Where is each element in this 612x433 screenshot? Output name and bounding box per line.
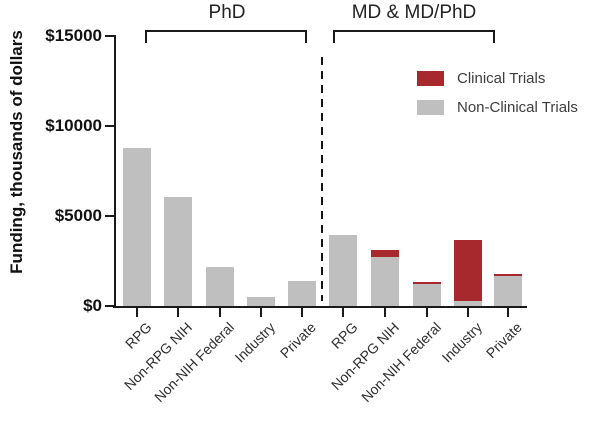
x-axis-line	[113, 306, 527, 308]
y-tick-label: $0	[83, 296, 102, 315]
y-axis-title: Funding, thousands of dollars	[7, 30, 26, 274]
x-category-label: Industry	[231, 319, 279, 366]
y-axis-line	[114, 35, 116, 308]
bar-non-clinical-mdmdphd-non-nih-federal	[413, 284, 441, 306]
bar-non-clinical-mdmdphd-non-rpg-nih	[371, 257, 399, 306]
y-tick	[105, 125, 114, 127]
x-category-label: Non-NIH Federal	[358, 319, 445, 406]
x-tick	[177, 308, 179, 317]
bar-non-clinical-mdmdphd-private	[494, 276, 522, 306]
bar-non-clinical-phd-non-rpg-nih	[164, 197, 192, 306]
bar-non-clinical-mdmdphd-industry	[454, 301, 482, 306]
y-tick-label: $10000	[45, 116, 102, 135]
x-tick	[467, 308, 469, 317]
y-tick	[105, 305, 114, 307]
x-category-label: Private	[483, 319, 526, 362]
x-tick	[136, 308, 138, 317]
md-group-label: MD & MD/PhD	[351, 2, 477, 23]
y-tick-label: $15000	[45, 26, 102, 45]
x-tick	[342, 308, 344, 317]
bar-clinical-mdmdphd-non-nih-federal	[413, 282, 441, 284]
non-clinical-trials-label: Non-Clinical Trials	[457, 99, 578, 116]
legend-item-clinical: Clinical Trials	[417, 71, 578, 86]
bar-non-clinical-mdmdphd-rpg	[329, 235, 357, 306]
legend: Clinical Trials Non-Clinical Trials	[417, 71, 578, 129]
md-group-bracket	[333, 30, 495, 44]
bar-non-clinical-phd-rpg	[123, 148, 151, 306]
phd-group-bracket	[145, 30, 307, 44]
phd-group-label: PhD	[208, 2, 246, 23]
x-tick	[507, 308, 509, 317]
x-category-label: Industry	[438, 319, 486, 366]
bar-non-clinical-phd-industry	[247, 297, 275, 306]
non-clinical-trials-swatch	[417, 100, 444, 115]
x-tick	[301, 308, 303, 317]
x-category-label: RPG	[121, 319, 155, 352]
bar-non-clinical-phd-private	[288, 281, 316, 306]
x-tick	[426, 308, 428, 317]
y-tick	[105, 35, 114, 37]
y-tick	[105, 215, 114, 217]
bar-clinical-mdmdphd-industry	[454, 240, 482, 301]
x-tick	[219, 308, 221, 317]
group-separator-dashed-line	[321, 57, 323, 301]
x-category-label: RPG	[327, 319, 361, 352]
x-tick	[260, 308, 262, 317]
x-category-label: Private	[277, 319, 320, 362]
x-tick	[384, 308, 386, 317]
y-tick-label: $5000	[54, 206, 102, 225]
bar-non-clinical-phd-non-nih-federal	[206, 267, 234, 306]
clinical-trials-label: Clinical Trials	[457, 70, 546, 87]
x-category-label: Non-NIH Federal	[151, 319, 238, 406]
bar-clinical-mdmdphd-private	[494, 274, 522, 276]
bar-clinical-mdmdphd-non-rpg-nih	[371, 250, 399, 257]
clinical-trials-swatch	[417, 71, 444, 86]
legend-item-non-clinical: Non-Clinical Trials	[417, 100, 578, 115]
